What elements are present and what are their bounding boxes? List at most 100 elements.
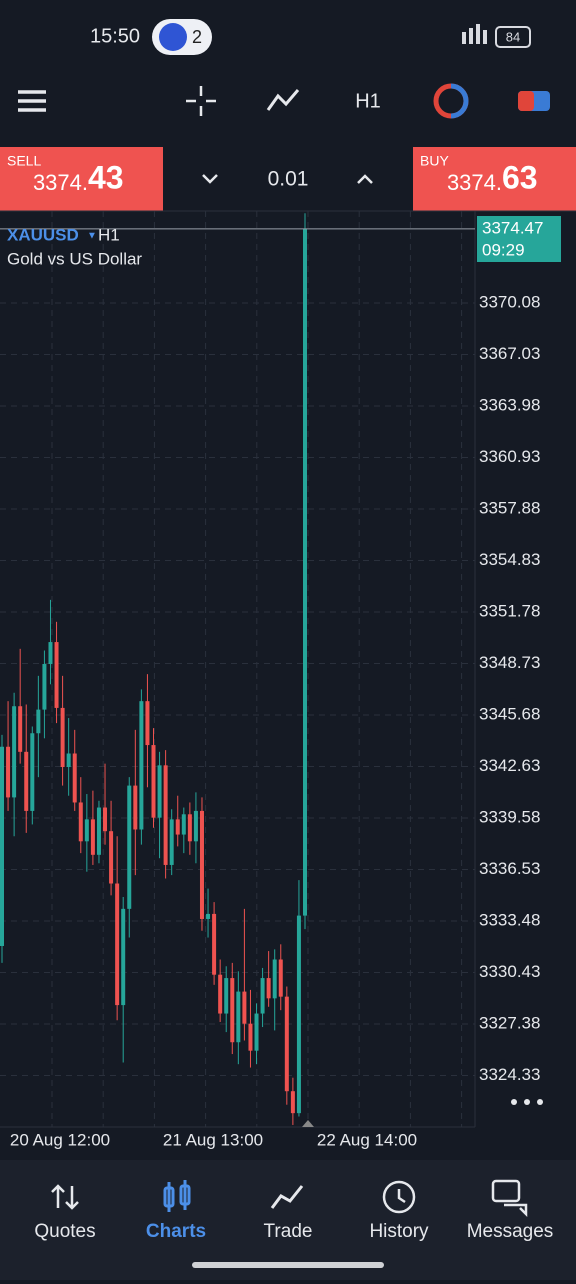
x-tick-label: 20 Aug 12:00 [10,1130,110,1149]
y-tick-label: 3351.78 [479,601,540,620]
battery-level: 84 [506,29,520,44]
symbol[interactable]: XAUUSD [7,225,79,244]
candle-body [242,991,247,1024]
lot-increase[interactable] [357,174,373,184]
candle-body [224,978,229,1014]
history-icon [382,1180,416,1214]
charts-icon [163,1180,191,1212]
status-icon [159,23,187,51]
buy-button[interactable] [413,147,576,211]
candle-body [90,819,95,855]
y-tick-label: 3367.03 [479,344,540,363]
y-tick-label: 3342.63 [479,756,540,775]
y-tick-label: 3360.93 [479,447,540,466]
y-tick-label: 3327.38 [479,1013,540,1032]
candle-body [42,664,47,710]
candle-body [6,746,11,798]
buy-price-small: 3374. [447,170,502,195]
candle-body [187,814,192,842]
candle-body [24,751,29,811]
sell-price-small: 3374. [33,170,88,195]
crosshair-button[interactable] [186,86,216,116]
nav-label[interactable]: Trade [264,1221,313,1242]
candle-body [54,642,59,708]
candle-body [145,701,150,746]
candle-body [206,913,211,919]
candle-body [199,810,204,919]
candle-body [157,765,162,818]
trade-button-half [518,91,534,111]
current-time-label: 09:29 [482,240,525,259]
candle-body [272,959,277,999]
candle-body [151,745,156,818]
candle-body [163,765,168,865]
y-tick-label: 3333.48 [479,910,540,929]
y-tick-label: 3345.68 [479,704,540,723]
y-tick-label: 3357.88 [479,499,540,518]
lot-size[interactable]: 0.01 [268,168,309,191]
buy-label: BUY [420,153,449,169]
symbol-arrow: ▼ [87,231,97,242]
chart-timeframe: H1 [98,225,120,244]
candle-body [96,807,101,855]
menu-button[interactable] [18,90,46,112]
x-tick-label: 22 Aug 14:00 [317,1130,417,1149]
lot-decrease[interactable] [202,174,218,184]
candle-body [18,706,23,752]
candle-body [181,814,186,835]
candle-body [139,701,144,830]
candle-body [303,228,307,916]
candle-body [254,1013,259,1051]
trade-icon [270,1185,304,1209]
candle-body [133,785,138,830]
indicators-button[interactable] [266,89,300,111]
status-icons [462,24,487,44]
sell-label: SELL [7,153,41,169]
candle-body [296,915,301,1114]
nav-label[interactable]: Messages [467,1221,554,1242]
candle-body [66,753,71,768]
candle-body [115,883,120,1006]
y-tick-label: 3339.58 [479,807,540,826]
last-bar-marker [302,1120,314,1127]
nav-label[interactable]: Quotes [34,1221,95,1242]
candle-body [72,753,77,803]
candle-body [290,1091,295,1114]
y-tick-label: 3348.73 [479,653,540,672]
candle-body [169,819,174,865]
candle-body [175,819,180,835]
candle-body [109,831,114,884]
nav-label[interactable]: Charts [146,1221,206,1242]
candle-body [60,707,65,768]
candle-body [127,785,132,909]
candle-body [278,959,283,997]
candle-body [103,807,108,832]
candle-body [260,978,265,1014]
candle-body [121,908,126,1006]
candle-body [248,1023,253,1051]
candle-body [284,996,289,1092]
history-hands [397,1189,406,1204]
quotes-icon [51,1184,79,1210]
messages-icon [491,1179,528,1218]
y-tick-label: 3324.33 [479,1065,540,1084]
candle-body [30,733,35,811]
y-tick-label: 3363.98 [479,396,540,415]
candle-body [193,810,198,842]
y-tick-label: 3370.08 [479,293,540,312]
nav-label[interactable]: History [369,1221,429,1242]
y-tick-label: 3354.83 [479,550,540,569]
symbol-description: Gold vs US Dollar [7,249,142,268]
bottom-nav [0,1160,576,1280]
current-price-box [477,216,561,262]
candle-body [0,746,4,946]
more-button[interactable] [511,1099,543,1105]
battery [495,26,531,48]
sell-button[interactable] [0,147,163,211]
x-tick-label: 21 Aug 13:00 [163,1130,263,1149]
candle-body [212,913,217,975]
timeframe-button[interactable]: H1 [355,90,381,112]
candle-body [48,642,53,665]
candle-body [236,991,241,1043]
